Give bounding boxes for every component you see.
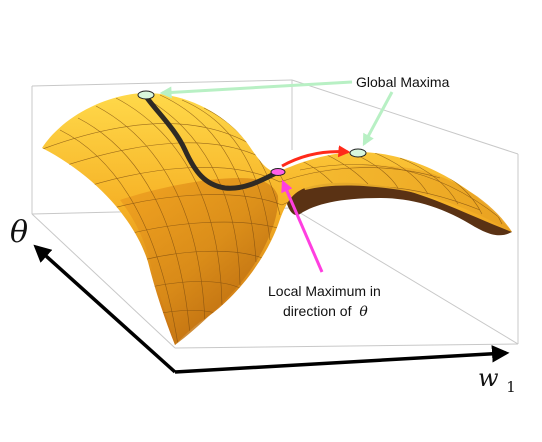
- global-maxima-arrow-left: [159, 80, 353, 99]
- bounding-box: [31, 79, 519, 349]
- global-maxima-arrow-right: [362, 91, 394, 147]
- surface-front-fold: [120, 178, 279, 345]
- local-max-point: [270, 168, 286, 176]
- global-max-point-right: [349, 148, 367, 158]
- surface-top: [42, 92, 512, 346]
- global-maxima-label: Global Maxima: [356, 74, 450, 90]
- theta-axis-label: θ: [10, 215, 28, 250]
- w1-axis: [174, 345, 510, 374]
- local-maximum-label-text: direction of: [283, 303, 352, 319]
- theta-axis: [33, 244, 177, 374]
- local-maximum-label-line2: direction of θ: [283, 303, 368, 320]
- global-max-point-left: [137, 90, 155, 100]
- w1-axis-label-main: w: [478, 364, 499, 392]
- surface-right-face: [300, 165, 512, 232]
- w1-axis-label: w 1: [478, 364, 516, 396]
- local-maximum-arrow: [281, 179, 324, 273]
- local-maximum-label-line1: Local Maximum in: [268, 283, 381, 299]
- surface-mesh: [42, 93, 503, 346]
- red-direction-arrow: [281, 145, 351, 168]
- w1-axis-label-sub: 1: [506, 378, 516, 396]
- local-maximum-theta: θ: [359, 304, 368, 320]
- ridge-path: [142, 92, 281, 191]
- surface-underside: [282, 176, 512, 236]
